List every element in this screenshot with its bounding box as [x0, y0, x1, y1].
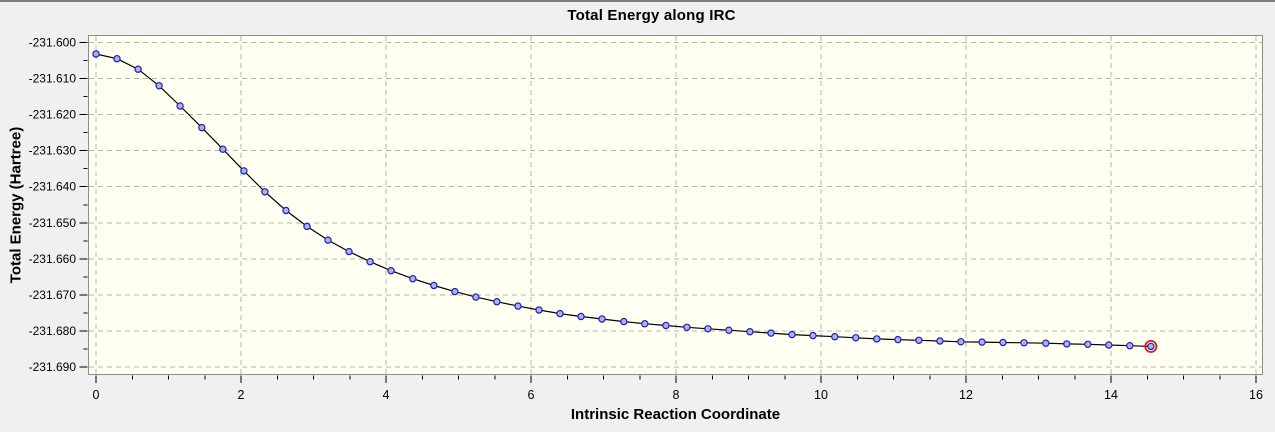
x-tick-label: 12 [959, 388, 973, 402]
data-point[interactable] [725, 326, 733, 334]
chart-title: Total Energy along IRC [567, 7, 736, 24]
data-point[interactable] [831, 333, 839, 341]
data-point[interactable] [852, 334, 860, 342]
data-point[interactable] [493, 298, 501, 306]
data-point[interactable] [430, 281, 438, 290]
data-point[interactable] [704, 325, 712, 333]
data-point[interactable] [219, 145, 227, 153]
data-point[interactable] [240, 167, 248, 175]
y-tick-label: -231.630 [29, 144, 77, 158]
y-tick-label: -231.620 [29, 108, 77, 122]
data-point[interactable] [1020, 339, 1028, 347]
data-point[interactable] [451, 287, 459, 296]
data-point[interactable] [176, 102, 184, 110]
data-point[interactable] [113, 55, 121, 63]
data-point[interactable] [303, 222, 311, 231]
data-point[interactable] [620, 317, 628, 326]
y-tick-label: -231.650 [29, 216, 77, 230]
data-point[interactable] [1084, 340, 1092, 348]
data-point[interactable] [1105, 341, 1113, 349]
data-point[interactable] [472, 293, 480, 301]
data-point[interactable] [936, 337, 944, 345]
gridlines [89, 36, 1262, 374]
data-point[interactable] [598, 315, 606, 323]
data-point[interactable] [134, 65, 142, 73]
data-point[interactable] [1126, 342, 1134, 350]
data-point[interactable] [282, 206, 290, 215]
x-tick-label: 6 [528, 388, 535, 402]
data-point[interactable] [809, 331, 817, 340]
data-point[interactable] [662, 321, 670, 330]
data-point[interactable] [915, 336, 923, 344]
x-tick-label: 8 [673, 388, 680, 402]
x-tick-label: 10 [814, 388, 828, 402]
data-point[interactable] [894, 335, 902, 344]
tick-labels: 0 2 4 6 8 10 12 14 16 -231.600 -231.610 -231.620 -23… [29, 36, 1263, 403]
data-point[interactable] [535, 306, 543, 314]
data-point[interactable] [1042, 339, 1050, 347]
data-point[interactable] [92, 50, 100, 58]
data-point[interactable] [577, 312, 585, 321]
x-tick-label: 0 [93, 388, 100, 402]
data-point[interactable] [387, 267, 395, 275]
data-point[interactable] [155, 82, 163, 90]
y-tick-label: -231.660 [29, 252, 77, 266]
data-point[interactable] [556, 309, 564, 318]
y-tick-label: -231.670 [29, 288, 77, 302]
data-point[interactable] [978, 338, 986, 346]
data-point[interactable] [324, 236, 332, 244]
data-point[interactable] [198, 123, 206, 132]
y-tick-label: -231.690 [29, 360, 77, 374]
y-tick-label: -231.610 [29, 72, 77, 86]
data-point-selected[interactable] [1147, 342, 1155, 351]
data-point[interactable] [641, 320, 649, 328]
axis-ticks [79, 42, 1257, 383]
y-tick-label: -231.600 [29, 36, 77, 50]
data-point[interactable] [957, 338, 965, 346]
data-point[interactable] [873, 335, 881, 343]
data-point[interactable] [1063, 340, 1071, 348]
y-tick-label: -231.640 [29, 180, 77, 194]
x-tick-label: 4 [383, 388, 390, 402]
data-point[interactable] [999, 338, 1007, 347]
data-point[interactable] [409, 275, 417, 283]
data-point-markers [92, 50, 1155, 351]
data-point[interactable] [767, 329, 775, 337]
data-point[interactable] [345, 247, 353, 256]
data-point[interactable] [683, 323, 691, 331]
data-point[interactable] [261, 188, 269, 196]
data-point[interactable] [514, 302, 522, 310]
data-point[interactable] [746, 328, 754, 336]
data-point[interactable] [366, 258, 374, 266]
plot-frame [88, 35, 1263, 375]
selected-point-ring [1144, 339, 1158, 353]
x-tick-label: 14 [1104, 388, 1118, 402]
data-point[interactable] [788, 330, 796, 339]
y-tick-label: -231.680 [29, 324, 77, 338]
x-tick-label: 2 [238, 388, 245, 402]
x-tick-label: 16 [1249, 388, 1263, 402]
x-axis-title: Intrinsic Reaction Coordinate [570, 406, 781, 423]
